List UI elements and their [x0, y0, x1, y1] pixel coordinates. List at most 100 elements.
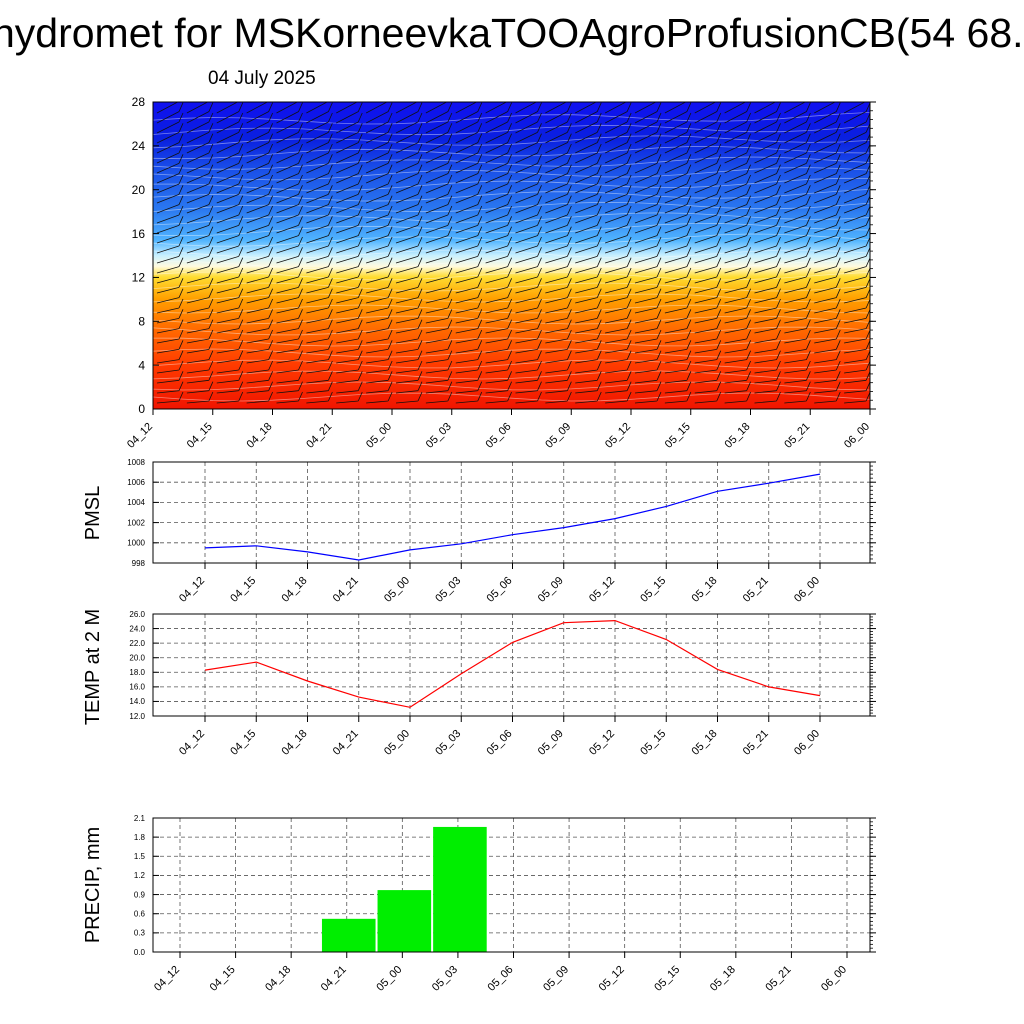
wind-barb — [485, 185, 512, 204]
pmsl-xtick-label: 04_12 — [177, 575, 207, 605]
wind-barb — [784, 350, 811, 364]
precip-xtick-label: 05_03 — [430, 964, 460, 994]
wind-barb — [664, 288, 692, 304]
wind-barb — [336, 360, 363, 374]
wind-barb — [395, 319, 423, 334]
wind-barb — [664, 143, 692, 164]
wind-barb — [276, 143, 303, 164]
wind-barb — [395, 288, 423, 304]
wind-barb — [814, 267, 841, 284]
wind-barb — [814, 236, 841, 254]
wind-barb — [575, 298, 602, 314]
wind-barb — [784, 340, 811, 354]
wind-barb — [336, 154, 363, 174]
wind-barb — [575, 164, 602, 184]
wind-barb — [844, 298, 870, 314]
wind-barb — [844, 257, 870, 274]
wind-barb — [156, 123, 184, 144]
precip-ytick-label: 1.2 — [134, 871, 146, 880]
wind-barb — [605, 309, 632, 324]
wind-barb — [664, 216, 692, 234]
wind-barb — [575, 371, 602, 384]
precip-xtick-label: 05_00 — [374, 964, 404, 994]
wind-barb — [365, 174, 393, 194]
wind-barb — [216, 309, 244, 324]
wind-barb — [485, 298, 512, 314]
wind-barb — [515, 123, 542, 144]
wind-barb — [515, 205, 542, 224]
wind-barb — [515, 112, 542, 134]
wind-barb — [216, 391, 244, 404]
wind-barb — [306, 288, 333, 304]
wind-barb — [814, 350, 841, 364]
wind-barb — [754, 391, 781, 404]
wind-barb — [485, 257, 512, 274]
wind-barb — [634, 319, 662, 334]
wind-barb — [575, 288, 602, 304]
wind-barb — [336, 112, 363, 134]
wind-barb — [336, 319, 363, 334]
wind-barb — [455, 226, 483, 244]
wind-barb — [634, 350, 662, 364]
wind-barb — [186, 319, 214, 334]
wind-barb — [425, 329, 453, 344]
wind-barb — [216, 174, 244, 194]
wind-barb — [575, 257, 602, 274]
wind-barb — [515, 236, 542, 254]
chart-title: hydromet for MSKorneevkaTOOAgroProfusion… — [0, 10, 1024, 56]
wind-barb — [186, 174, 214, 194]
wind-barb — [545, 371, 572, 384]
wind-barb — [814, 174, 841, 194]
wind-barb — [455, 205, 483, 224]
wind-barb — [515, 133, 542, 154]
wind-barb — [455, 164, 483, 184]
temp-xtick-label: 05_06 — [485, 728, 515, 758]
wind-barb — [216, 267, 244, 284]
wind-barb — [366, 329, 393, 344]
wind-barb — [455, 102, 478, 114]
wind-barb — [365, 143, 393, 164]
wind-barb — [843, 102, 870, 124]
wind-barb — [634, 360, 662, 374]
temp-xtick-label: 05_12 — [587, 728, 617, 758]
wind-barb — [485, 112, 512, 134]
wind-barb — [485, 391, 512, 404]
wind-barb — [694, 102, 717, 114]
wind-barb — [634, 329, 662, 344]
temp-frame — [152, 613, 871, 717]
heat-ytick-label: 28 — [132, 95, 146, 109]
temp-xtick-label: 05_21 — [741, 728, 771, 758]
wind-barb — [515, 319, 542, 334]
heat-xtick-label: 05_00 — [364, 421, 394, 451]
wind-barb — [754, 205, 781, 224]
wind-barb — [844, 309, 870, 324]
pmsl-ytick-label: 1006 — [127, 478, 145, 487]
wind-barb — [366, 350, 393, 364]
wind-barb — [216, 112, 244, 134]
precip-bar — [433, 826, 487, 952]
wind-barb — [246, 278, 273, 294]
wind-barb — [366, 371, 393, 384]
wind-barb — [455, 288, 483, 304]
wind-barb — [724, 102, 747, 114]
wind-barb — [395, 174, 423, 194]
wind-barb — [276, 340, 303, 354]
wind-barb — [216, 164, 244, 184]
wind-barb — [485, 102, 512, 124]
wind-barb — [634, 102, 662, 124]
wind-barb — [605, 319, 632, 334]
wind-barb — [156, 102, 179, 114]
wind-barb — [814, 205, 841, 224]
wind-barb — [724, 329, 751, 344]
wind-barb — [276, 154, 303, 174]
wind-barb — [246, 309, 273, 324]
wind-barb — [425, 288, 453, 304]
temp-xtick-label: 04_18 — [280, 728, 310, 758]
wind-barb — [604, 112, 632, 134]
wind-barb — [874, 154, 900, 173]
wind-barb — [545, 102, 572, 124]
wind-barb — [784, 391, 811, 404]
wind-barb — [186, 205, 214, 224]
precip-xtick-label: 05_21 — [763, 964, 793, 994]
wind-barb — [336, 185, 363, 204]
